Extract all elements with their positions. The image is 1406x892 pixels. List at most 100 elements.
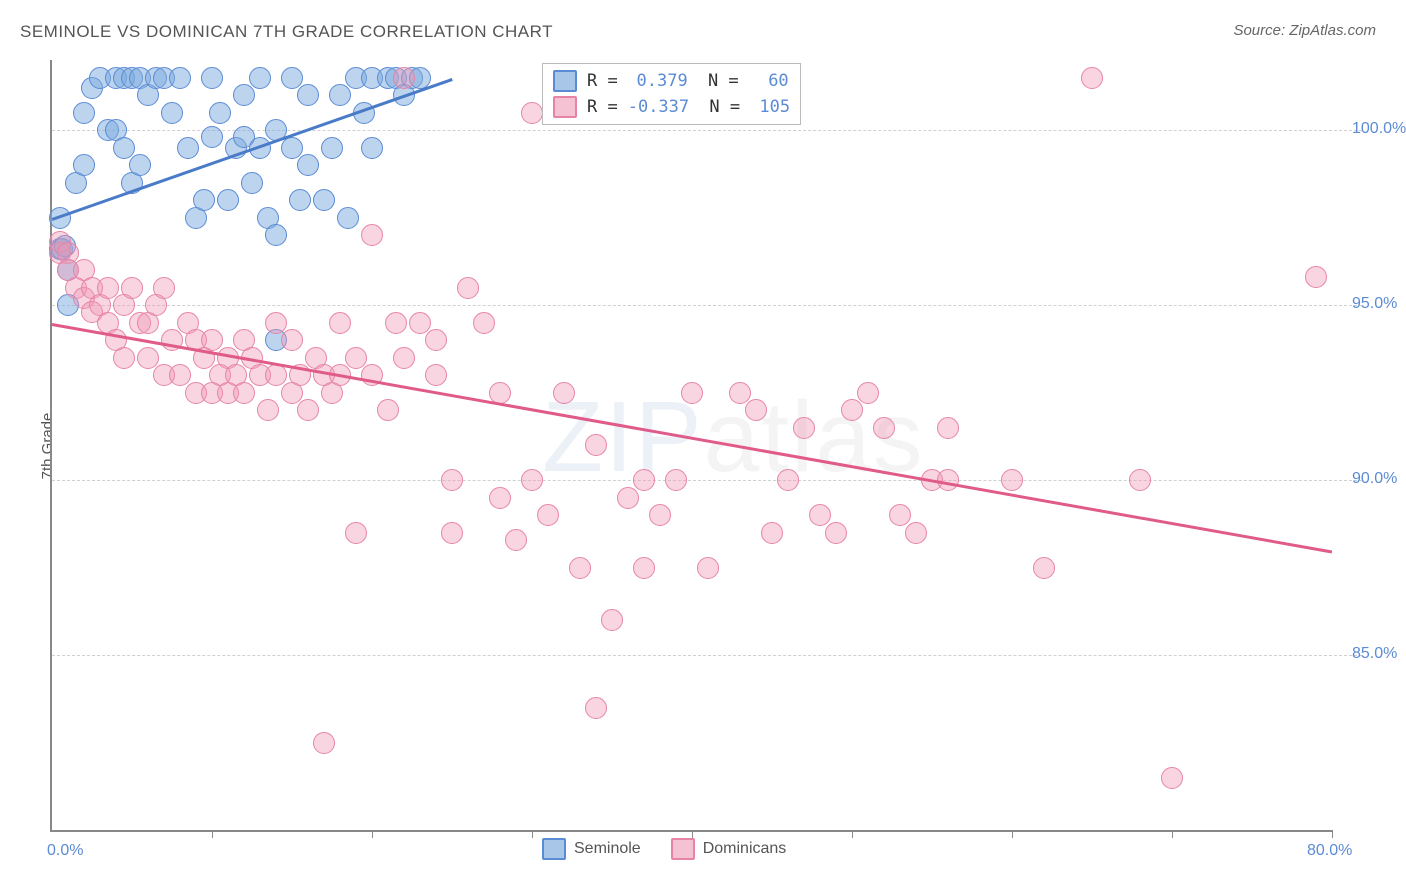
- y-tick-label: 95.0%: [1352, 295, 1397, 313]
- data-point: [585, 434, 607, 456]
- chart-container: SEMINOLE VS DOMINICAN 7TH GRADE CORRELAT…: [0, 0, 1406, 892]
- data-point: [113, 347, 135, 369]
- data-point: [537, 504, 559, 526]
- n-label: N =: [698, 71, 739, 91]
- stats-legend: R =0.379 N =60R =-0.337 N =105: [542, 63, 801, 125]
- data-point: [441, 469, 463, 491]
- data-point: [489, 382, 511, 404]
- legend-swatch: [553, 96, 577, 118]
- legend-swatch: [542, 838, 566, 860]
- data-point: [457, 277, 479, 299]
- data-point: [841, 399, 863, 421]
- legend-item: Dominicans: [671, 838, 787, 860]
- data-point: [1161, 767, 1183, 789]
- data-point: [297, 154, 319, 176]
- data-point: [281, 67, 303, 89]
- data-point: [505, 529, 527, 551]
- r-label: R =: [587, 71, 618, 91]
- data-point: [441, 522, 463, 544]
- data-point: [425, 364, 447, 386]
- data-point: [473, 312, 495, 334]
- data-point: [569, 557, 591, 579]
- data-point: [345, 522, 367, 544]
- data-point: [1033, 557, 1055, 579]
- data-point: [121, 277, 143, 299]
- data-point: [937, 417, 959, 439]
- plot-area: ZIPatlas 85.0%90.0%95.0%100.0%0.0%80.0%R…: [50, 60, 1332, 832]
- data-point: [297, 399, 319, 421]
- data-point: [233, 382, 255, 404]
- chart-title: SEMINOLE VS DOMINICAN 7TH GRADE CORRELAT…: [20, 22, 553, 42]
- data-point: [793, 417, 815, 439]
- data-point: [729, 382, 751, 404]
- stats-row: R =-0.337 N =105: [553, 94, 790, 120]
- data-point: [681, 382, 703, 404]
- data-point: [873, 417, 895, 439]
- bottom-legend: Seminole Dominicans: [542, 838, 786, 860]
- data-point: [409, 312, 431, 334]
- data-point: [393, 347, 415, 369]
- data-point: [425, 329, 447, 351]
- data-point: [697, 557, 719, 579]
- data-point: [633, 469, 655, 491]
- legend-label: Dominicans: [703, 840, 787, 858]
- data-point: [281, 329, 303, 351]
- data-point: [905, 522, 927, 544]
- data-point: [617, 487, 639, 509]
- data-point: [321, 137, 343, 159]
- data-point: [113, 137, 135, 159]
- data-point: [73, 102, 95, 124]
- data-point: [265, 224, 287, 246]
- data-point: [489, 487, 511, 509]
- data-point: [761, 522, 783, 544]
- data-point: [1129, 469, 1151, 491]
- data-point: [297, 84, 319, 106]
- data-point: [137, 347, 159, 369]
- data-point: [129, 154, 151, 176]
- x-tick: [1012, 830, 1013, 838]
- legend-swatch: [553, 70, 577, 92]
- data-point: [329, 84, 351, 106]
- n-value: 105: [750, 97, 790, 117]
- data-point: [361, 224, 383, 246]
- data-point: [521, 469, 543, 491]
- x-tick: [852, 830, 853, 838]
- data-point: [97, 277, 119, 299]
- y-tick-label: 85.0%: [1352, 645, 1397, 663]
- x-tick: [532, 830, 533, 838]
- legend-label: Seminole: [574, 840, 641, 858]
- gridline: [52, 655, 1362, 656]
- data-point: [201, 67, 223, 89]
- data-point: [777, 469, 799, 491]
- data-point: [377, 399, 399, 421]
- data-point: [201, 126, 223, 148]
- data-point: [249, 67, 271, 89]
- r-value: 0.379: [628, 71, 688, 91]
- y-tick-label: 90.0%: [1352, 470, 1397, 488]
- x-tick: [372, 830, 373, 838]
- data-point: [161, 102, 183, 124]
- data-point: [585, 697, 607, 719]
- r-value: -0.337: [628, 97, 689, 117]
- data-point: [217, 189, 239, 211]
- data-point: [313, 732, 335, 754]
- data-point: [521, 102, 543, 124]
- data-point: [809, 504, 831, 526]
- data-point: [361, 137, 383, 159]
- x-tick: [692, 830, 693, 838]
- data-point: [1305, 266, 1327, 288]
- data-point: [385, 312, 407, 334]
- data-point: [745, 399, 767, 421]
- gridline: [52, 305, 1362, 306]
- data-point: [281, 137, 303, 159]
- x-tick-label: 0.0%: [47, 842, 83, 860]
- data-point: [1001, 469, 1023, 491]
- data-point: [257, 399, 279, 421]
- data-point: [193, 189, 215, 211]
- data-point: [601, 609, 623, 631]
- gridline: [52, 480, 1362, 481]
- x-tick: [1172, 830, 1173, 838]
- data-point: [553, 382, 575, 404]
- x-tick: [1332, 830, 1333, 838]
- y-tick-label: 100.0%: [1352, 120, 1406, 138]
